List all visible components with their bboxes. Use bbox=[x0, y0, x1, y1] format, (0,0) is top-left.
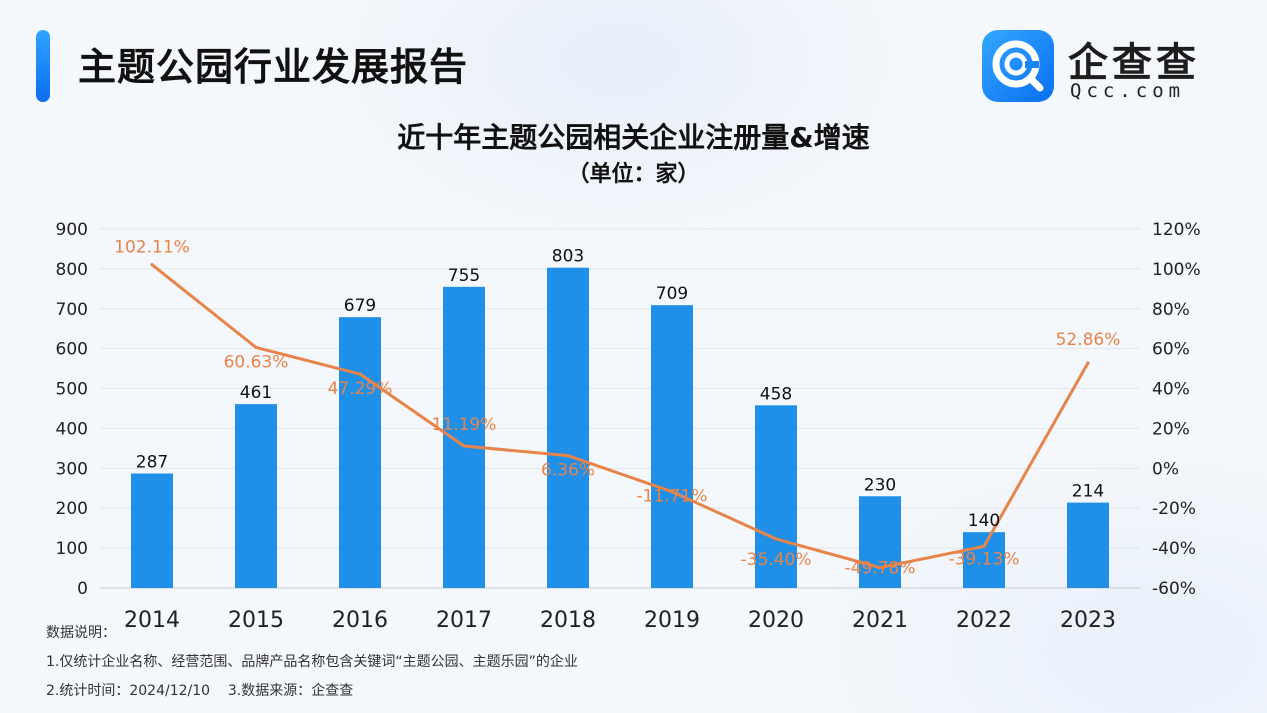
right-axis-tick: 80% bbox=[1152, 300, 1190, 320]
left-axis-tick: 700 bbox=[56, 300, 88, 320]
right-axis-tick: 60% bbox=[1152, 340, 1190, 360]
growth-value-label: -35.40% bbox=[741, 550, 812, 570]
growth-point bbox=[982, 544, 986, 548]
growth-line-segment bbox=[462, 444, 570, 458]
left-axis-tick: 600 bbox=[56, 340, 88, 360]
right-axis-tick: 20% bbox=[1152, 419, 1190, 439]
growth-line-segment bbox=[670, 490, 778, 541]
left-axis-tick: 0 bbox=[77, 579, 88, 599]
growth-line-segment bbox=[150, 263, 258, 349]
growth-value-label: 102.11% bbox=[114, 238, 190, 258]
notes-heading: 数据说明： bbox=[46, 625, 116, 641]
bar-value-label: 458 bbox=[760, 384, 792, 404]
x-axis-tick: 2014 bbox=[124, 608, 180, 633]
x-axis-tick: 2019 bbox=[644, 608, 700, 633]
growth-value-label: -49.78% bbox=[845, 559, 916, 579]
left-axis-tick: 800 bbox=[56, 260, 88, 280]
right-axis-tick: 40% bbox=[1152, 380, 1190, 400]
growth-point bbox=[1086, 361, 1090, 365]
growth-value-label: 11.19% bbox=[432, 415, 497, 435]
bar-value-label: 755 bbox=[448, 266, 480, 286]
growth-value-label: -11.71% bbox=[637, 487, 708, 507]
bar-value-label: 709 bbox=[656, 284, 688, 304]
growth-line-segment bbox=[774, 537, 882, 570]
x-axis-tick: 2015 bbox=[228, 608, 284, 633]
logo-name: 企查查 bbox=[1068, 40, 1200, 86]
growth-point bbox=[358, 372, 362, 376]
growth-line-segment bbox=[982, 361, 1090, 548]
bar bbox=[1067, 502, 1109, 588]
left-axis-tick: 100 bbox=[56, 539, 88, 559]
title-accent-bar bbox=[36, 30, 50, 102]
page-title: 主题公园行业发展报告 bbox=[78, 45, 469, 89]
growth-value-label: 6.36% bbox=[541, 461, 595, 481]
growth-point bbox=[462, 444, 466, 448]
x-axis-tick: 2022 bbox=[956, 608, 1012, 633]
bar-value-label: 214 bbox=[1072, 482, 1104, 502]
growth-value-label: 52.86% bbox=[1056, 330, 1121, 350]
bar bbox=[547, 267, 589, 588]
chart-title: 近十年主题公园相关企业注册量&增速 bbox=[397, 121, 870, 154]
growth-value-label: -39.13% bbox=[949, 549, 1020, 569]
growth-value-label: 60.63% bbox=[224, 352, 289, 372]
left-axis-tick: 900 bbox=[56, 220, 88, 240]
x-axis-tick: 2023 bbox=[1060, 608, 1116, 633]
bar bbox=[755, 405, 797, 588]
growth-point bbox=[670, 490, 674, 494]
growth-line-segment bbox=[878, 544, 986, 570]
growth-point bbox=[254, 345, 258, 349]
bar-value-label: 230 bbox=[864, 475, 896, 495]
brand-logo: 企查查 Qcc.com bbox=[982, 30, 1222, 102]
x-axis-tick: 2016 bbox=[332, 608, 388, 633]
bar-value-label: 461 bbox=[240, 383, 272, 403]
growth-line-segment bbox=[254, 345, 362, 376]
growth-point bbox=[566, 454, 570, 458]
growth-point bbox=[150, 263, 154, 267]
bar-value-label: 287 bbox=[136, 453, 168, 473]
bar bbox=[131, 473, 173, 588]
bar-value-label: 803 bbox=[552, 247, 584, 267]
chart-subtitle: （单位：家） bbox=[567, 162, 700, 187]
x-axis-tick: 2017 bbox=[436, 608, 492, 633]
bar-value-label: 679 bbox=[344, 296, 376, 316]
logo-mark-icon bbox=[982, 30, 1054, 102]
growth-value-label: 47.29% bbox=[328, 379, 393, 399]
right-axis-tick: 100% bbox=[1152, 260, 1201, 280]
left-axis-tick: 200 bbox=[56, 499, 88, 519]
left-axis-tick: 300 bbox=[56, 459, 88, 479]
bar bbox=[651, 305, 693, 588]
left-axis-tick: 500 bbox=[56, 380, 88, 400]
x-axis-tick: 2018 bbox=[540, 608, 596, 633]
growth-point bbox=[774, 537, 778, 541]
bar bbox=[235, 404, 277, 588]
right-axis-tick: -40% bbox=[1152, 539, 1196, 559]
growth-line-segment bbox=[566, 454, 674, 494]
growth-point bbox=[878, 566, 882, 570]
bar bbox=[859, 496, 901, 588]
right-axis-tick: -20% bbox=[1152, 499, 1196, 519]
bar bbox=[963, 532, 1005, 588]
right-axis-tick: 0% bbox=[1152, 459, 1179, 479]
left-axis-tick: 400 bbox=[56, 419, 88, 439]
x-axis-tick: 2020 bbox=[748, 608, 804, 633]
bar-value-label: 140 bbox=[968, 511, 1000, 531]
bar bbox=[339, 317, 381, 588]
notes-line-2: 2.统计时间：2024/12/10 3.数据来源：企查查 bbox=[46, 683, 354, 699]
logo-domain: Qcc.com bbox=[1070, 80, 1186, 102]
notes-line-1: 1.仅统计企业名称、经营范围、品牌产品名称包含关键词“主题公园、主题乐园”的企业 bbox=[46, 654, 578, 670]
growth-line-segment bbox=[358, 372, 466, 448]
right-axis-tick: 120% bbox=[1152, 220, 1201, 240]
x-axis-tick: 2021 bbox=[852, 608, 908, 633]
right-axis-tick: -60% bbox=[1152, 579, 1196, 599]
